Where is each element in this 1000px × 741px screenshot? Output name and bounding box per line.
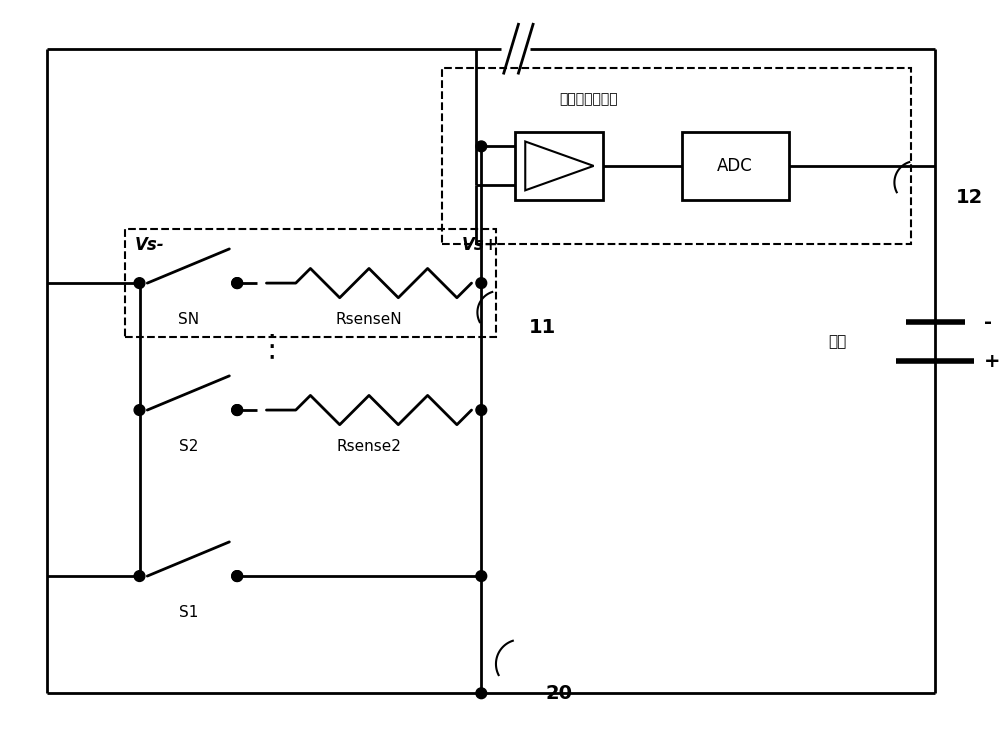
- Text: 11: 11: [529, 318, 556, 336]
- Text: ADC: ADC: [717, 157, 753, 175]
- Bar: [442, 68, 911, 244]
- Text: 12: 12: [956, 187, 983, 207]
- Circle shape: [476, 278, 487, 288]
- Circle shape: [476, 688, 487, 699]
- Text: 电池: 电池: [829, 334, 847, 349]
- Circle shape: [232, 278, 243, 288]
- Circle shape: [232, 571, 243, 582]
- Bar: [125, 230, 496, 337]
- Text: S2: S2: [179, 439, 198, 454]
- Text: Vs-: Vs-: [135, 236, 164, 254]
- Circle shape: [134, 571, 145, 582]
- Circle shape: [134, 278, 145, 288]
- Text: -: -: [984, 313, 992, 332]
- Bar: [682, 132, 789, 200]
- Text: 20: 20: [546, 684, 573, 702]
- Text: +: +: [984, 352, 1000, 370]
- Text: 增益可控放大器: 增益可控放大器: [559, 93, 618, 107]
- Text: Vs+: Vs+: [462, 236, 498, 254]
- Circle shape: [232, 571, 243, 582]
- Circle shape: [476, 571, 487, 582]
- Circle shape: [134, 405, 145, 416]
- Text: RsenseN: RsenseN: [336, 313, 402, 328]
- Text: SN: SN: [178, 313, 199, 328]
- Bar: [515, 132, 603, 200]
- Circle shape: [232, 405, 243, 416]
- Text: S1: S1: [179, 605, 198, 620]
- Text: Rsense2: Rsense2: [337, 439, 401, 454]
- Circle shape: [476, 141, 487, 152]
- Text: ⋮: ⋮: [256, 332, 287, 361]
- Circle shape: [476, 405, 487, 416]
- Circle shape: [232, 278, 243, 288]
- Circle shape: [232, 405, 243, 416]
